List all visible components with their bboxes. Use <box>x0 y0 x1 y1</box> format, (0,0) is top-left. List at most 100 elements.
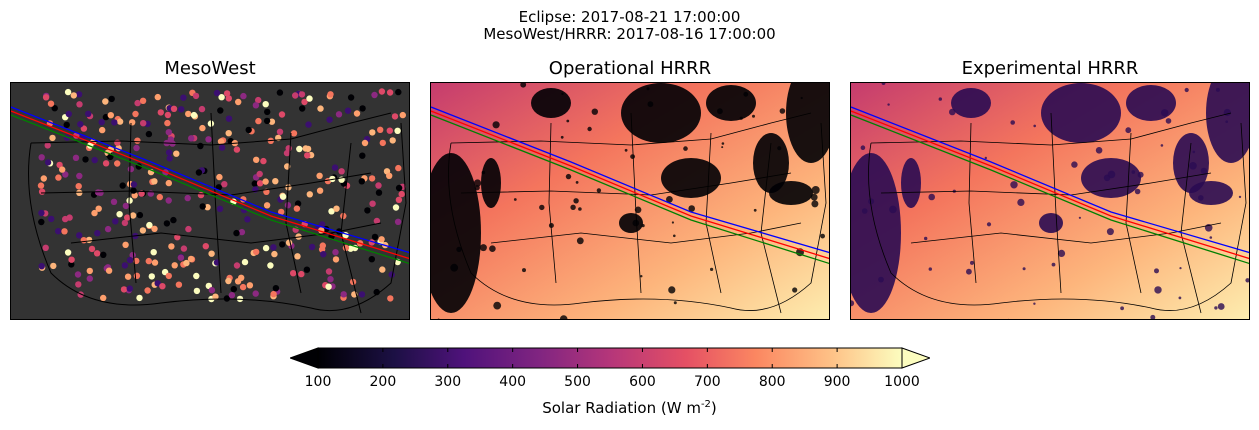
station-point <box>344 107 352 114</box>
station-point <box>168 243 175 250</box>
station-point <box>371 233 379 241</box>
station-point <box>347 245 354 252</box>
station-point <box>177 254 185 261</box>
station-point <box>325 283 332 290</box>
station-point <box>63 121 70 129</box>
station-point <box>42 244 49 251</box>
cloud-patch <box>706 85 756 121</box>
station-point <box>216 205 224 212</box>
station-point <box>333 205 340 212</box>
station-point <box>398 190 405 198</box>
station-point <box>175 281 183 288</box>
cloud-speck <box>688 205 695 212</box>
station-point <box>239 283 247 291</box>
station-point <box>276 89 284 96</box>
station-point <box>130 181 138 188</box>
cloud-speck <box>1095 147 1103 154</box>
panel-title-operational-hrrr: Operational HRRR <box>548 58 712 79</box>
cloud-speck <box>753 208 757 212</box>
station-point <box>340 291 347 298</box>
colorbar-label: Solar Radiation (W m-2) <box>0 399 1259 417</box>
station-point <box>38 154 45 161</box>
station-point <box>86 267 94 275</box>
eclipse-center-line <box>851 106 1249 254</box>
station-point <box>338 168 345 175</box>
cloud-patch <box>481 158 501 208</box>
cloud-speck <box>986 222 992 227</box>
station-point <box>132 110 139 118</box>
station-point <box>212 293 219 300</box>
cloud-speck <box>671 221 674 224</box>
station-point <box>62 215 69 223</box>
state-boundary <box>868 122 1247 311</box>
cloud-speck <box>1179 267 1182 270</box>
cloud-speck <box>1165 118 1172 124</box>
cloud-speck <box>647 101 654 108</box>
eclipse-south-limit <box>11 114 409 265</box>
cloud-speck <box>1010 181 1018 189</box>
colorbar-tick-label: 800 <box>758 374 786 390</box>
station-point <box>240 92 247 100</box>
station-point <box>99 126 106 134</box>
station-point <box>392 204 400 211</box>
cloud-speck <box>481 170 486 175</box>
eclipse-north-limit <box>431 110 829 260</box>
station-point <box>395 164 402 172</box>
colorbar-extend-min <box>290 347 319 369</box>
cloud-speck <box>1033 302 1036 305</box>
station-point <box>146 221 153 229</box>
station-point <box>268 118 276 125</box>
cloud-speck <box>1238 195 1242 199</box>
station-point <box>255 117 262 125</box>
station-point <box>394 218 402 225</box>
station-point <box>359 105 366 112</box>
station-point <box>202 243 209 250</box>
station-point <box>279 193 287 200</box>
cloud-speck <box>573 198 579 204</box>
cloud-speck <box>560 135 564 139</box>
cloud-speck <box>1214 306 1218 310</box>
cloud-speck <box>1010 120 1015 125</box>
station-point <box>305 121 312 128</box>
station-point <box>170 216 177 224</box>
colorbar-label-main: Solar Radiation (W m <box>542 399 701 417</box>
cloud-speck <box>513 198 517 201</box>
station-point <box>192 92 200 100</box>
station-point <box>221 181 228 188</box>
cloud-speck <box>450 263 459 272</box>
title-line-eclipse: Eclipse: 2017-08-21 17:00:00 <box>518 8 741 26</box>
state-boundary <box>448 122 827 311</box>
station-point <box>124 214 131 221</box>
cloud-speck <box>1154 286 1162 294</box>
station-point <box>395 196 403 203</box>
station-point <box>218 94 225 101</box>
station-point <box>395 184 403 192</box>
station-point <box>197 142 204 150</box>
cloud-speck <box>717 108 723 115</box>
station-point <box>399 111 406 119</box>
station-point <box>255 96 262 104</box>
state-boundary <box>968 122 977 284</box>
cloud-speck <box>1200 167 1208 175</box>
station-point <box>316 187 324 194</box>
cloud-speck <box>1217 303 1225 310</box>
cloud-speck <box>1161 109 1169 117</box>
cloud-speck <box>1131 170 1136 174</box>
station-point <box>75 281 82 288</box>
station-point <box>217 138 225 145</box>
cloud-speck <box>575 181 579 184</box>
cloud-speck <box>1223 108 1231 117</box>
cloud-speck <box>928 267 932 271</box>
station-point <box>361 139 369 147</box>
station-point <box>278 111 286 118</box>
cloud-speck <box>522 268 526 273</box>
station-point <box>151 259 159 266</box>
station-point <box>122 241 129 248</box>
cloud-speck <box>924 236 928 241</box>
station-point <box>190 111 198 119</box>
station-point <box>157 109 164 116</box>
station-point <box>238 274 245 281</box>
cloud-speck <box>811 186 820 194</box>
station-point <box>263 202 271 209</box>
station-point <box>164 119 171 127</box>
